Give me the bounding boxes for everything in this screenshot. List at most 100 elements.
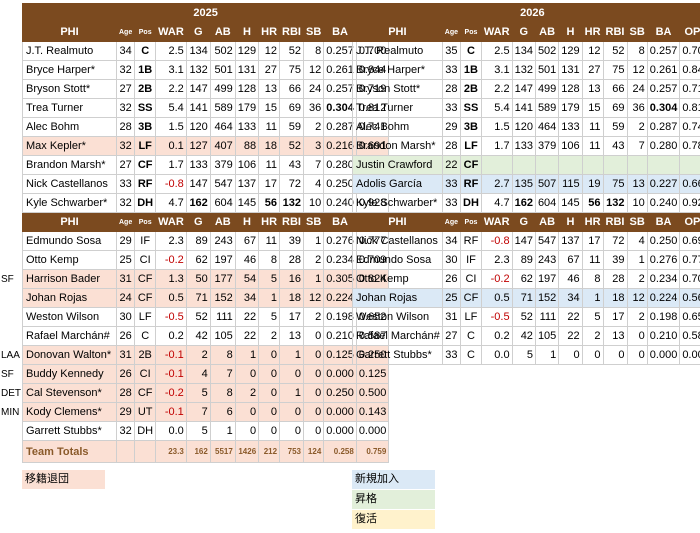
stat-cell: LF (134, 136, 157, 156)
stat-cell: DH (460, 193, 482, 213)
stat-cell: 0.143 (355, 402, 390, 422)
row: 2025 (0, 3, 390, 23)
stat-cell: -0.2 (480, 269, 513, 289)
stat-cell: 32 (115, 98, 136, 118)
stat-cell: SS (460, 98, 482, 118)
stat-cell: 0 (279, 364, 304, 384)
stat-cell: 179 (558, 98, 583, 118)
stat-cell: 141 (511, 98, 536, 118)
stat-cell: 0 (258, 364, 281, 384)
team-note: SF (1, 368, 14, 380)
player-name: Brandon Marsh* (22, 155, 117, 175)
stat-cell: 72 (279, 174, 304, 194)
stat-cell: 162 (185, 193, 211, 213)
stat-cell: 13 (258, 79, 281, 99)
row: PHIAgePosWARGABHHRRBISBBAOPS (352, 212, 700, 232)
stat-cell: 28 (441, 79, 462, 99)
stat-cell: 131 (234, 60, 260, 80)
stat-cell: 1 (258, 288, 281, 308)
column-header: SB (626, 22, 648, 42)
stat-cell: 129 (558, 41, 583, 61)
column-header: WAR (480, 212, 513, 232)
stat-cell: CF (460, 155, 482, 175)
stat-cell: 507 (534, 174, 560, 194)
player-name: Alec Bohm (22, 117, 117, 137)
stat-cell: 0.000 (323, 402, 357, 422)
stat-cell: 499 (534, 79, 560, 99)
stat-cell: 34 (115, 41, 136, 61)
stat-cell: 89 (511, 250, 536, 270)
stat-cell: 28 (115, 383, 136, 403)
row: PHIAgePosWARGABHHRRBISBBAOPS (0, 212, 390, 232)
stat-cell: CI (460, 269, 482, 289)
stat-cell: 0.280 (646, 136, 681, 156)
row: Edmundo Sosa 29 IF 2.3 89 243 67 11 39 1 0.276 0.77… (0, 231, 390, 251)
column-header: BA (646, 212, 681, 232)
stat-cell: 0.234 (323, 250, 357, 270)
stat-cell: 0.000 (323, 364, 357, 384)
row: Justin Crawford 22 CF (352, 155, 700, 175)
player-name: Johan Rojas (352, 288, 443, 308)
stat-cell: 32 (115, 193, 136, 213)
stat-cell: 11 (581, 250, 604, 270)
stat-cell: 0 (234, 364, 260, 384)
stat-cell: 43 (602, 136, 628, 156)
player-name: Rafael Marchán# (352, 326, 443, 346)
stat-cell: 132 (279, 193, 304, 213)
stat-cell: 0.287 (646, 117, 681, 137)
stat-cell: 106 (558, 136, 583, 156)
stat-cell: 8 (258, 250, 281, 270)
stat-cell: 33 (441, 174, 462, 194)
stat-cell: 137 (234, 174, 260, 194)
player-name: Trea Turner (352, 98, 443, 118)
stat-cell: 11 (581, 117, 604, 137)
stat-cell: 1.7 (480, 136, 513, 156)
stat-cell: 7 (185, 402, 211, 422)
column-header: RBI (602, 22, 628, 42)
column-header: Age (441, 212, 462, 232)
stat-cell: 1 (302, 269, 325, 289)
stat-cell: 177 (209, 269, 236, 289)
stat-cell: 1 (626, 250, 648, 270)
stat-cell: 0.665 (679, 174, 700, 194)
table-body: 2026PHIAgePosWARGABHHRRBISBBAOPSJ.T. Rea… (352, 3, 700, 365)
stat-cell: 5.4 (155, 98, 187, 118)
stat-cell: 0 (302, 402, 325, 422)
stat-cell: 0.500 (355, 383, 390, 403)
player-name: Cal Stevenson* (22, 383, 117, 403)
stat-cell: 0.0 (155, 421, 187, 441)
stat-cell: 501 (534, 60, 560, 80)
stat-cell: 5 (258, 307, 281, 327)
stat-cell: 52 (279, 41, 304, 61)
row: Garrett Stubbs* 32 DH 0.0 5 1 0 0 0 0 0.000 0.000 (0, 421, 390, 441)
row: Team Totals 23.3 162 5517 1426 212 753 124 0.258… (0, 440, 390, 463)
stat-cell: 589 (534, 98, 560, 118)
stat-cell: 0.719 (679, 79, 700, 99)
stat-cell: -0.5 (155, 307, 187, 327)
stat-cell: 22 (558, 307, 583, 327)
stat-cell: 120 (185, 117, 211, 137)
stat-cell: 27 (441, 326, 462, 346)
stat-cell: 88 (234, 136, 260, 156)
stat-cell: 75 (279, 60, 304, 80)
stat-cell: 0.5 (480, 288, 513, 308)
player-name: Donovan Walton* (22, 345, 117, 365)
stat-cell: 0.569 (679, 288, 700, 308)
stat-cell: 105 (209, 326, 236, 346)
stat-cell: 56 (258, 193, 281, 213)
column-header: G (185, 212, 211, 232)
row: Rafael Marchán# 27 C 0.2 42 105 22 2 13 0 0.210 0.5… (352, 326, 700, 346)
stat-cell: 0.694 (679, 231, 700, 251)
player-name: Trea Turner (22, 98, 117, 118)
column-header: RBI (279, 22, 304, 42)
stat-cell: 0 (626, 345, 648, 365)
stat-cell: 8 (581, 269, 604, 289)
stat-cell: -0.1 (155, 345, 187, 365)
stat-cell: 72 (602, 231, 628, 251)
legend-item: 復活 (352, 510, 435, 529)
stat-cell: 502 (209, 41, 236, 61)
stat-cell: 17 (602, 307, 628, 327)
totals-empty (115, 440, 136, 463)
stat-cell: 39 (602, 250, 628, 270)
totals-value: 1426 (234, 440, 260, 463)
